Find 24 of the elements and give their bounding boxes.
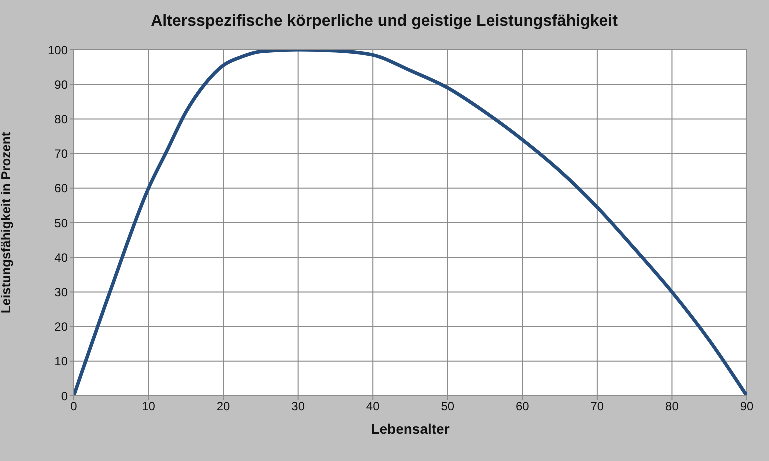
y-tick-label: 0 — [61, 389, 68, 404]
y-tick-label: 30 — [54, 285, 68, 300]
x-tick-label: 60 — [516, 400, 530, 414]
x-tick-label: 80 — [666, 400, 680, 414]
x-tick-label: 30 — [292, 400, 306, 414]
y-tick-label: 10 — [54, 354, 68, 369]
chart-title: Altersspezifische körperliche und geistige Leistungsfähigkeit — [150, 13, 619, 31]
x-tick-label: 90 — [740, 400, 754, 414]
y-tick-label: 40 — [54, 250, 68, 265]
y-tick-label: 20 — [54, 320, 68, 334]
y-tick-label: 70 — [54, 147, 68, 162]
x-tick-label: 20 — [216, 400, 231, 414]
x-tick-label: 10 — [142, 400, 156, 414]
x-tick-label: 40 — [366, 400, 380, 414]
y-tick-label: 90 — [54, 78, 68, 92]
y-tick-label: 50 — [54, 216, 68, 230]
x-tick-label: 50 — [441, 400, 455, 414]
y-tick-label: 60 — [54, 182, 68, 196]
x-axis-title: Lebensalter — [371, 421, 450, 437]
y-tick-label: 80 — [54, 112, 68, 126]
y-tick-label: 100 — [48, 43, 68, 58]
x-tick-label: 70 — [590, 400, 604, 414]
x-tick-label: 0 — [70, 400, 78, 414]
y-axis-title: Leistungsfähigkeit in Prozent — [0, 132, 14, 314]
